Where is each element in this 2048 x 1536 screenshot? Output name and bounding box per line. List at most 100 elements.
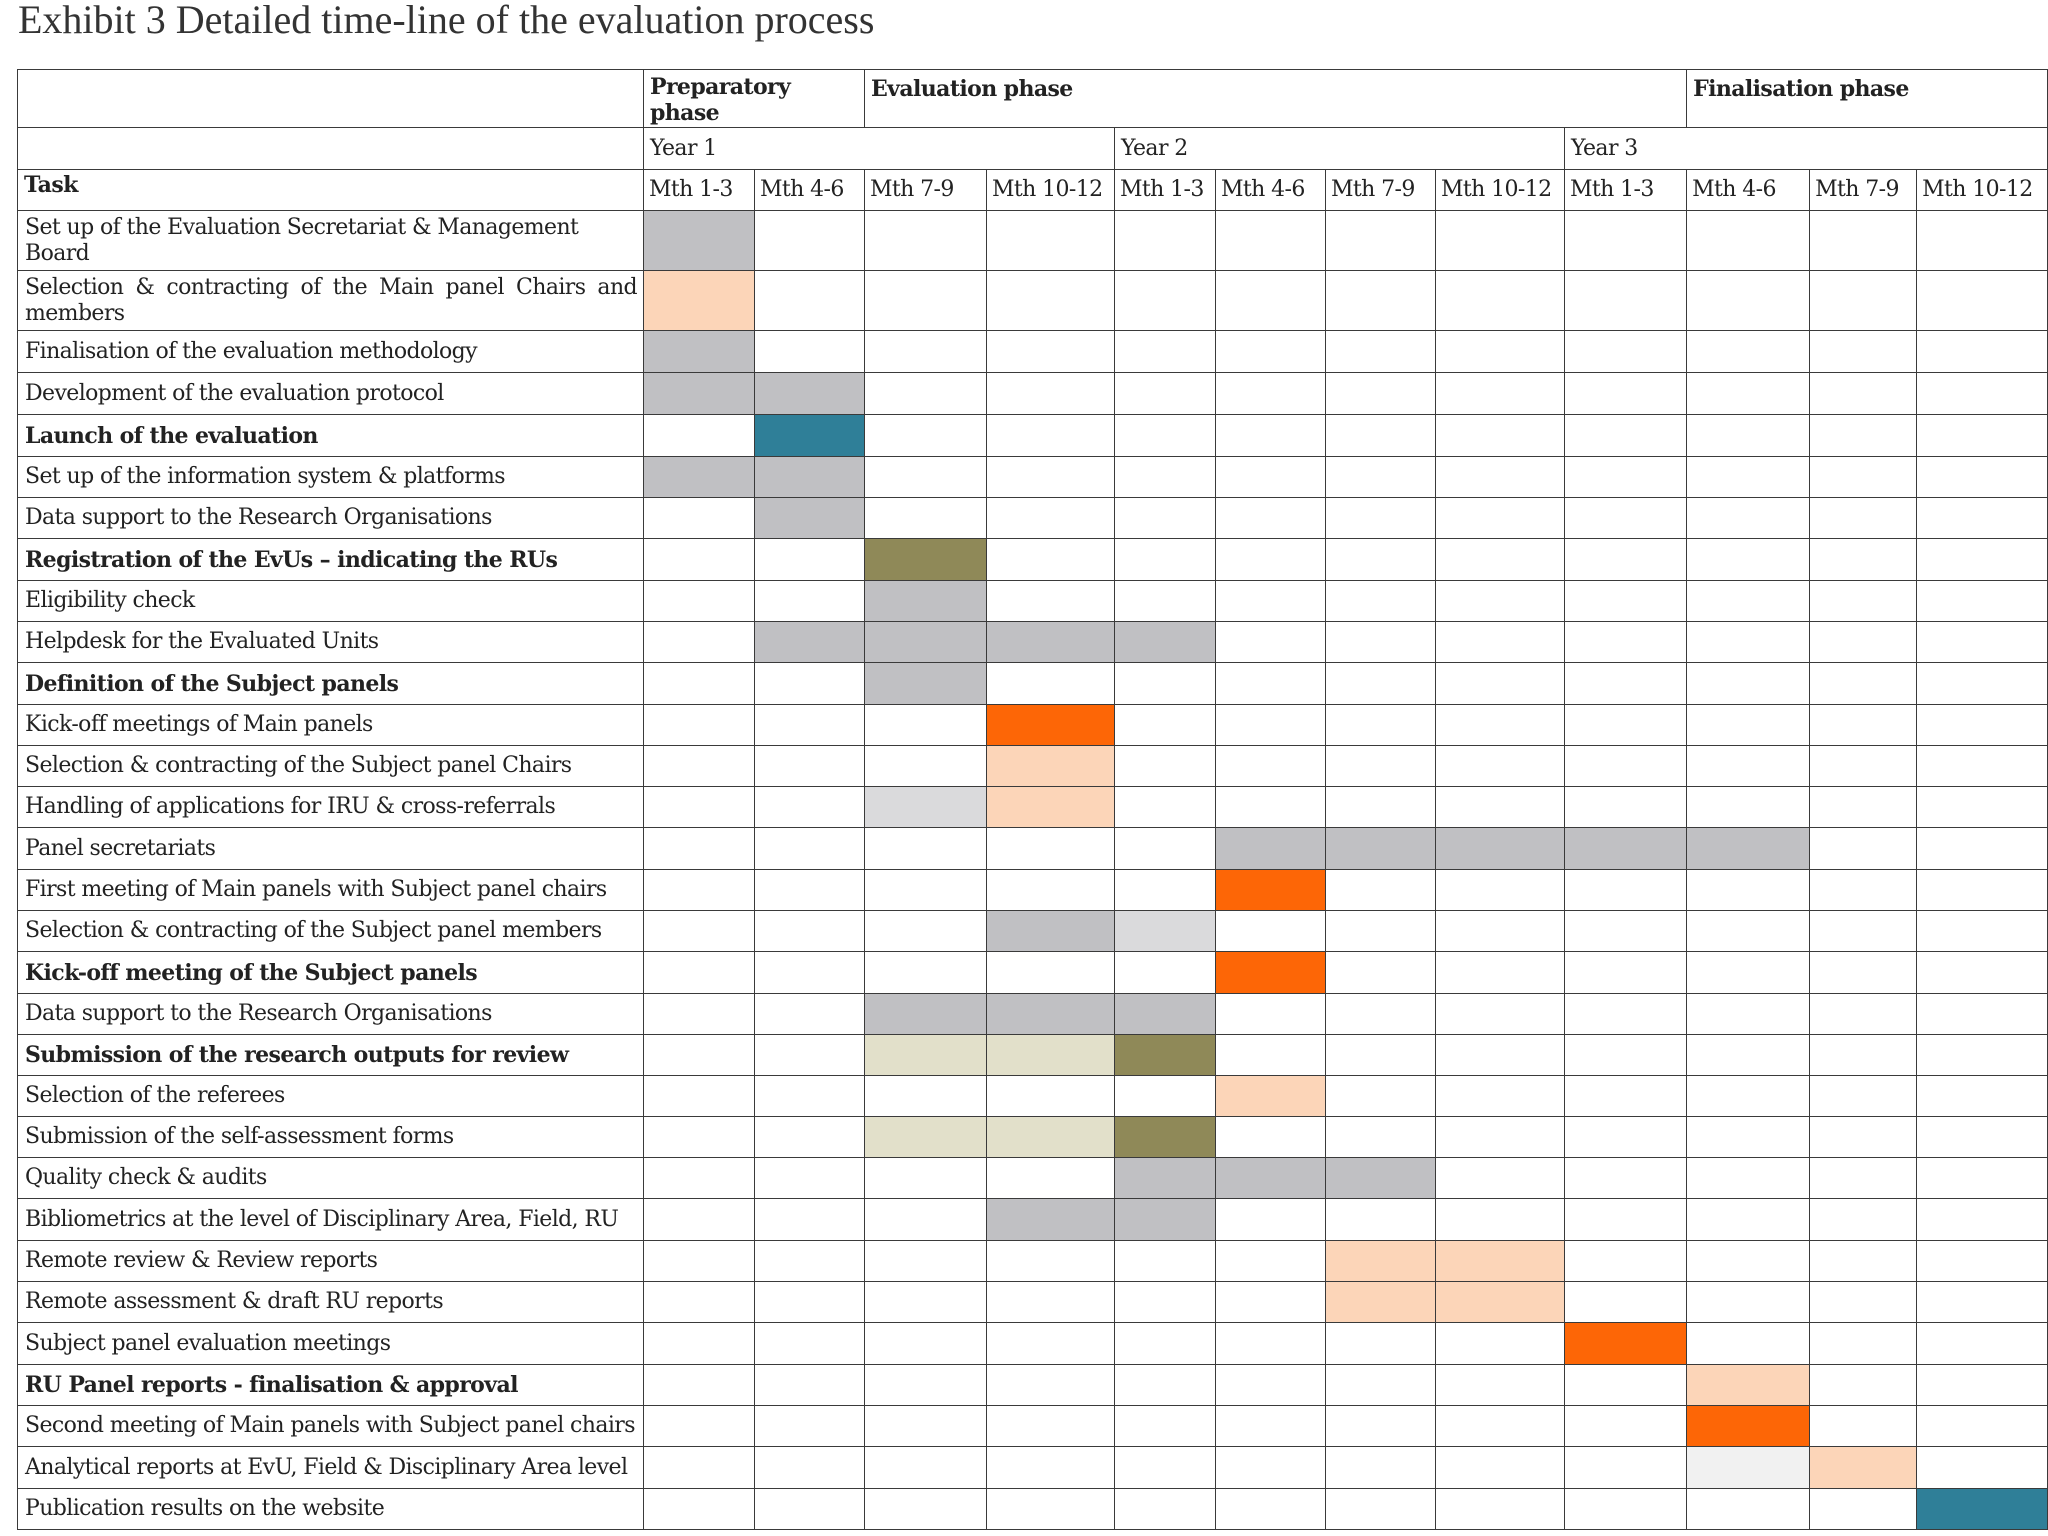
timeline-cell — [1215, 1240, 1326, 1282]
task-name: Analytical reports at EvU, Field & Disci… — [17, 1446, 644, 1489]
timeline-bar-khaki — [864, 1116, 987, 1158]
timeline-cell — [1686, 330, 1811, 373]
timeline-cell — [643, 1075, 755, 1117]
timeline-cell — [1809, 372, 1918, 415]
timeline-cell — [1325, 1446, 1436, 1489]
timeline-cell — [1215, 1116, 1326, 1158]
timeline-cell — [1563, 951, 1688, 994]
month-header: Mth 10-12 — [1435, 169, 1565, 211]
timeline-cell — [1686, 270, 1811, 331]
timeline-cell — [1563, 993, 1688, 1035]
task-name: Selection & contracting of the Subject p… — [17, 745, 644, 787]
timeline-cell — [754, 1034, 865, 1076]
timeline-cell — [1916, 1075, 2048, 1117]
timeline-cell — [1435, 1405, 1565, 1447]
timeline-cell — [1114, 704, 1216, 746]
task-name: Subject panel evaluation meetings — [17, 1322, 644, 1365]
timeline-cell — [1215, 456, 1326, 498]
timeline-cell — [986, 330, 1115, 373]
timeline-cell — [1686, 786, 1811, 828]
timeline-cell — [643, 951, 755, 994]
timeline-cell — [1325, 1075, 1436, 1117]
timeline-bar-grey — [1563, 827, 1688, 870]
timeline-cell — [1114, 1405, 1216, 1447]
timeline-cell — [1435, 910, 1565, 952]
timeline-bar-teal — [754, 414, 865, 457]
timeline-bar-grey — [1325, 1157, 1436, 1199]
timeline-cell — [1325, 372, 1436, 415]
task-name: Data support to the Research Organisatio… — [17, 993, 644, 1035]
timeline-cell — [986, 414, 1115, 457]
month-header: Mth 4-6 — [1215, 169, 1326, 211]
year-2: Year 2 — [1114, 127, 1565, 170]
timeline-bar-grey — [643, 372, 755, 415]
timeline-cell — [1916, 910, 2048, 952]
timeline-cell — [1563, 210, 1688, 271]
timeline-cell — [864, 827, 987, 870]
timeline-cell — [754, 704, 865, 746]
timeline-cell — [754, 745, 865, 787]
task-column-header: Task — [17, 169, 644, 211]
timeline-cell — [754, 1405, 865, 1447]
timeline-cell — [1114, 1322, 1216, 1365]
timeline-cell — [1215, 372, 1326, 415]
timeline-cell — [1686, 704, 1811, 746]
timeline-cell — [1686, 1488, 1811, 1530]
timeline-bar-grey — [1114, 1157, 1216, 1199]
timeline-cell — [1325, 414, 1436, 457]
timeline-cell — [1435, 1116, 1565, 1158]
task-name: Handling of applications for IRU & cross… — [17, 786, 644, 828]
timeline-cell — [1916, 621, 2048, 663]
timeline-cell — [1686, 538, 1811, 581]
task-row: Publication results on the website — [17, 1488, 2048, 1530]
month-header: Mth 4-6 — [754, 169, 865, 211]
timeline-bar-grey — [643, 210, 755, 271]
timeline-cell — [1916, 1240, 2048, 1282]
timeline-cell — [643, 993, 755, 1035]
timeline-cell — [1435, 497, 1565, 539]
timeline-bar-orange — [1215, 951, 1326, 994]
timeline-cell — [754, 330, 865, 373]
timeline-cell — [643, 1157, 755, 1199]
timeline-cell — [864, 1157, 987, 1199]
timeline-cell — [754, 910, 865, 952]
timeline-cell — [754, 786, 865, 828]
timeline-cell — [1563, 1364, 1688, 1406]
task-row: Data support to the Research Organisatio… — [17, 993, 2048, 1035]
timeline-cell — [1215, 1322, 1326, 1365]
timeline-cell — [754, 580, 865, 622]
timeline-cell — [754, 993, 865, 1035]
timeline-cell — [1215, 580, 1326, 622]
timeline-cell — [1325, 1198, 1436, 1241]
timeline-cell — [864, 1364, 987, 1406]
timeline-cell — [986, 1446, 1115, 1489]
timeline-cell — [1916, 270, 2048, 331]
timeline-cell — [643, 414, 755, 457]
timeline-cell — [1686, 456, 1811, 498]
timeline-cell — [864, 1488, 987, 1530]
timeline-cell — [986, 456, 1115, 498]
timeline-bar-peach — [986, 786, 1115, 828]
task-row: Kick-off meeting of the Subject panels — [17, 951, 2048, 994]
task-name: Eligibility check — [17, 580, 644, 622]
timeline-cell — [986, 497, 1115, 539]
task-name: Remote review & Review reports — [17, 1240, 644, 1282]
timeline-bar-khaki — [986, 1116, 1115, 1158]
timeline-cell — [1435, 456, 1565, 498]
timeline-cell — [1215, 745, 1326, 787]
timeline-cell — [643, 827, 755, 870]
task-name: Set up of the information system & platf… — [17, 456, 644, 498]
timeline-cell — [1114, 270, 1216, 331]
task-name: Set up of the Evaluation Secretariat & M… — [17, 210, 644, 271]
timeline-cell — [1325, 662, 1436, 705]
timeline-cell — [1325, 1116, 1436, 1158]
timeline-cell — [1916, 1157, 2048, 1199]
timeline-cell — [1325, 621, 1436, 663]
phase-corner-cell — [17, 69, 644, 128]
timeline-cell — [1114, 456, 1216, 498]
timeline-bar-peach — [1809, 1446, 1918, 1489]
timeline-cell — [1325, 1364, 1436, 1406]
timeline-cell — [1686, 993, 1811, 1035]
timeline-cell — [643, 580, 755, 622]
timeline-cell — [643, 1034, 755, 1076]
